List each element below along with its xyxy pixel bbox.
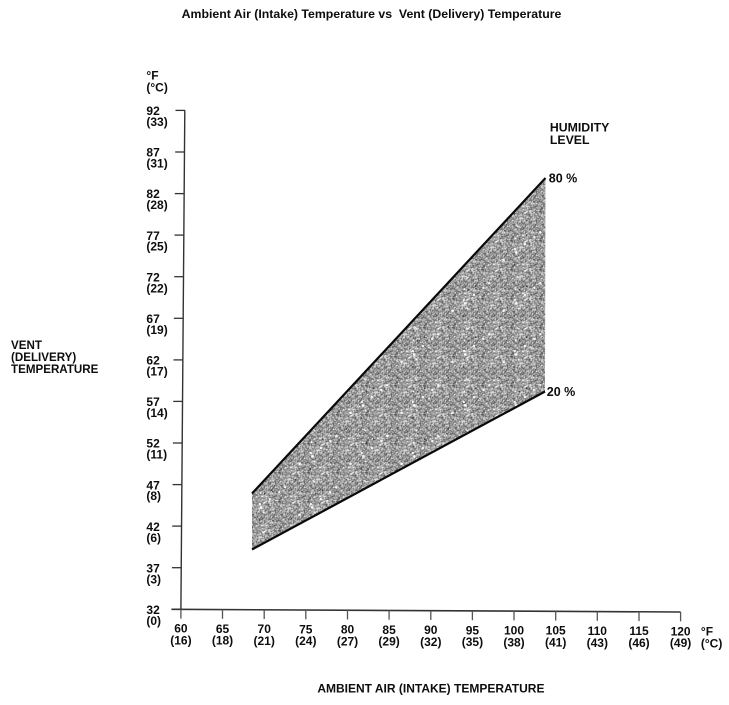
svg-text:AMBIENT AIR (INTAKE) TEMPERATU: AMBIENT AIR (INTAKE) TEMPERATURE: [317, 682, 544, 696]
svg-text:80 %: 80 %: [549, 172, 578, 186]
svg-text:42: 42: [146, 520, 160, 534]
svg-text:(38): (38): [503, 635, 524, 649]
svg-text:77: 77: [146, 229, 160, 243]
svg-text:47: 47: [146, 478, 160, 492]
svg-text:92: 92: [146, 104, 160, 118]
svg-text:(18): (18): [212, 634, 233, 648]
svg-text:(33): (33): [146, 115, 167, 129]
svg-text:75: 75: [299, 622, 313, 636]
svg-text:95: 95: [466, 623, 480, 637]
svg-text:°F: °F: [146, 69, 158, 83]
svg-text:37: 37: [146, 561, 160, 575]
svg-text:105: 105: [546, 624, 566, 638]
svg-text:(11): (11): [146, 448, 167, 462]
svg-text:70: 70: [258, 622, 272, 636]
svg-text:(3): (3): [146, 572, 161, 586]
svg-text:(41): (41): [545, 636, 566, 650]
svg-text:120: 120: [671, 624, 691, 638]
svg-text:85: 85: [382, 623, 396, 637]
svg-text:(22): (22): [146, 281, 167, 295]
svg-text:°F: °F: [701, 625, 713, 639]
svg-text:(19): (19): [146, 323, 167, 337]
svg-text:67: 67: [146, 312, 160, 326]
svg-text:20 %: 20 %: [547, 385, 576, 399]
svg-text:52: 52: [146, 437, 160, 451]
svg-text:(°C): (°C): [701, 637, 722, 651]
svg-text:(32): (32): [420, 635, 441, 649]
svg-text:(21): (21): [254, 634, 275, 648]
svg-text:90: 90: [424, 623, 438, 637]
svg-text:(25): (25): [146, 240, 167, 254]
svg-text:(14): (14): [146, 406, 167, 420]
svg-text:82: 82: [146, 187, 160, 201]
svg-text:HUMIDITY: HUMIDITY: [550, 121, 609, 135]
svg-text:72: 72: [146, 270, 160, 284]
svg-text:(24): (24): [295, 634, 316, 648]
svg-text:(29): (29): [378, 635, 399, 649]
svg-text:LEVEL: LEVEL: [550, 133, 590, 147]
svg-text:100: 100: [504, 624, 524, 638]
svg-text:32: 32: [146, 603, 160, 617]
svg-text:(17): (17): [146, 365, 167, 379]
svg-text:(43): (43): [587, 636, 608, 650]
svg-text:VENT: VENT: [11, 339, 42, 352]
svg-text:Ambient Air (Intake) Temperatu: Ambient Air (Intake) Temperature vs Vent…: [182, 7, 562, 21]
svg-text:(27): (27): [337, 634, 358, 648]
svg-text:115: 115: [629, 624, 649, 638]
svg-text:TEMPERATURE: TEMPERATURE: [11, 363, 99, 376]
svg-text:(DELIVERY): (DELIVERY): [11, 351, 76, 364]
svg-text:(0): (0): [146, 614, 161, 628]
svg-text:80: 80: [341, 623, 355, 637]
svg-text:(35): (35): [462, 635, 483, 649]
svg-text:(28): (28): [146, 198, 167, 212]
svg-text:(49): (49): [670, 636, 691, 650]
svg-text:(8): (8): [146, 489, 161, 503]
svg-text:60: 60: [174, 622, 188, 636]
svg-text:87: 87: [146, 146, 160, 160]
svg-text:(16): (16): [170, 634, 191, 648]
svg-text:110: 110: [588, 624, 608, 638]
svg-text:(6): (6): [146, 531, 161, 545]
svg-text:(°C): (°C): [146, 80, 167, 94]
svg-text:(31): (31): [146, 157, 167, 171]
svg-text:(46): (46): [628, 636, 649, 650]
svg-text:65: 65: [216, 622, 230, 636]
svg-text:62: 62: [146, 354, 160, 368]
svg-text:57: 57: [146, 395, 160, 409]
